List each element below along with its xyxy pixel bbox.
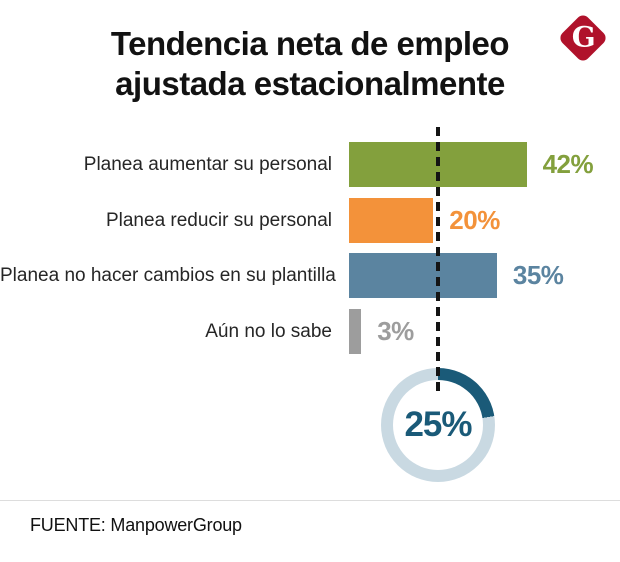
bar-label: Planea reducir su personal — [105, 209, 332, 231]
chart-title: Tendencia neta de empleo ajustada estaci… — [0, 24, 620, 104]
bar-label: Planea aumentar su personal — [83, 153, 332, 175]
bar-row-no-change: Planea no hacer cambios en su plantilla … — [0, 253, 620, 298]
source-text: FUENTE: ManpowerGroup — [30, 515, 242, 535]
donut-center: 25% — [393, 380, 483, 470]
logo-letter: G — [571, 20, 596, 54]
bar-value-label: 3% — [377, 316, 414, 346]
source-divider — [0, 500, 620, 501]
bar-value-label: 42% — [542, 149, 594, 179]
donut-value: 25% — [404, 405, 472, 444]
bar-label: Aún no lo sabe — [205, 320, 332, 342]
bar-value-label: 20% — [449, 205, 500, 235]
bar-row-unknown: Aún no lo sabe 3% — [0, 309, 620, 354]
reference-dashed-line — [436, 127, 440, 393]
bar-value-label: 35% — [512, 260, 564, 290]
bar-label: Planea no hacer cambios en su plantilla — [0, 264, 336, 286]
chart-title-line1: Tendencia neta de empleo — [110, 25, 510, 62]
chart-title-line2: ajustada estacionalmente — [115, 65, 505, 102]
bar-no-change — [348, 253, 497, 298]
bar-unknown — [348, 309, 362, 354]
bar-row-decrease: Planea reducir su personal 20% — [0, 198, 620, 243]
bar-row-increase: Planea aumentar su personal 42% — [0, 142, 620, 187]
bar-decrease — [348, 198, 434, 243]
